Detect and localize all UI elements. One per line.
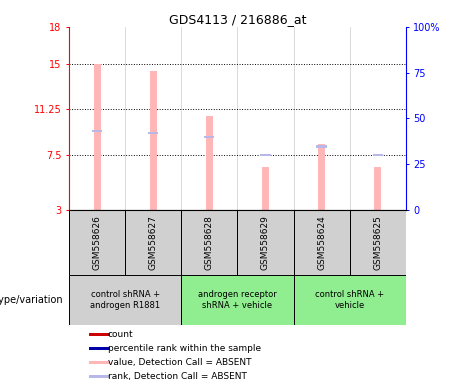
Bar: [69, 275, 181, 324]
Bar: [69, 210, 125, 275]
Text: genotype/variation: genotype/variation: [0, 295, 64, 305]
Bar: [89, 361, 110, 364]
Bar: [349, 210, 406, 275]
Text: control shRNA +
vehicle: control shRNA + vehicle: [315, 290, 384, 310]
Bar: [372, 154, 383, 156]
Text: GSM558629: GSM558629: [261, 215, 270, 270]
Text: control shRNA +
androgen R1881: control shRNA + androgen R1881: [90, 290, 160, 310]
Bar: [204, 136, 214, 138]
Text: GSM558628: GSM558628: [205, 215, 214, 270]
Bar: [89, 333, 110, 336]
Bar: [260, 154, 271, 156]
Title: GDS4113 / 216886_at: GDS4113 / 216886_at: [169, 13, 306, 26]
Bar: [89, 347, 110, 350]
Bar: [148, 132, 158, 134]
Text: rank, Detection Call = ABSENT: rank, Detection Call = ABSENT: [108, 372, 247, 381]
Bar: [125, 210, 181, 275]
Text: value, Detection Call = ABSENT: value, Detection Call = ABSENT: [108, 358, 251, 367]
Text: GSM558624: GSM558624: [317, 215, 326, 270]
Bar: [92, 129, 102, 132]
Bar: [150, 71, 157, 210]
Text: percentile rank within the sample: percentile rank within the sample: [108, 344, 261, 353]
Bar: [318, 144, 325, 210]
Text: GSM558625: GSM558625: [373, 215, 382, 270]
Bar: [206, 116, 213, 210]
Bar: [294, 275, 406, 324]
Bar: [237, 210, 294, 275]
Text: GSM558627: GSM558627: [149, 215, 158, 270]
Bar: [294, 210, 349, 275]
Text: androgen receptor
shRNA + vehicle: androgen receptor shRNA + vehicle: [198, 290, 277, 310]
Bar: [181, 275, 294, 324]
Bar: [262, 167, 269, 210]
Bar: [374, 167, 381, 210]
Bar: [94, 63, 100, 210]
Text: GSM558626: GSM558626: [93, 215, 102, 270]
Bar: [317, 146, 326, 148]
Text: count: count: [108, 330, 134, 339]
Bar: [89, 375, 110, 378]
Bar: [181, 210, 237, 275]
